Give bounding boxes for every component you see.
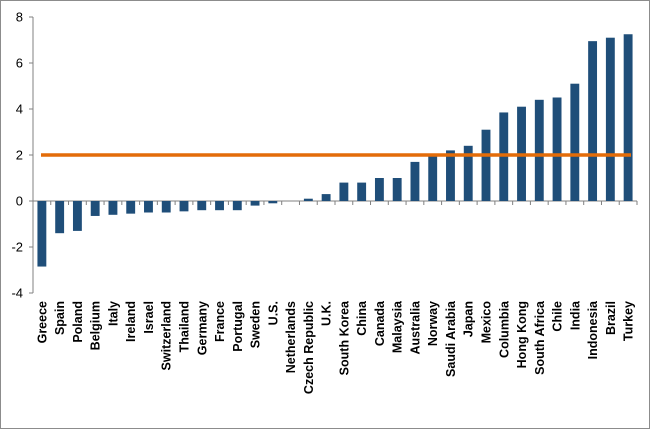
bar-turkey (623, 34, 633, 201)
category-label: Saudi Arabia (444, 300, 458, 377)
bar-spain (55, 201, 65, 234)
bar-canada (374, 178, 384, 201)
bar-south-africa (534, 99, 544, 201)
bar-chile (552, 97, 562, 201)
category-label: India (568, 300, 582, 330)
bar-australia (410, 161, 420, 201)
y-tick-label: -4 (11, 286, 23, 301)
y-tick-label: 8 (16, 10, 23, 25)
y-tick-label: 6 (16, 56, 23, 71)
bar-u-k- (321, 194, 331, 201)
category-label: Columbia (497, 300, 511, 358)
category-label: Sweden (249, 301, 263, 348)
bar-sweden (250, 201, 260, 206)
category-label: Chile (551, 301, 565, 332)
bar-saudi-arabia (446, 150, 455, 201)
category-label: Portugal (231, 301, 245, 352)
bar-indonesia (588, 41, 598, 202)
bar-thailand (179, 201, 189, 212)
bar-malaysia (392, 178, 402, 201)
category-label: Japan (462, 301, 476, 337)
bar-china (357, 182, 367, 201)
bar-portugal (232, 201, 242, 211)
bar-poland (72, 201, 82, 231)
bar-south-korea (339, 182, 349, 201)
bar-mexico (481, 129, 491, 201)
y-tick-label: 2 (16, 148, 23, 163)
bar-switzerland (161, 201, 171, 213)
category-label: Netherlands (284, 301, 298, 373)
category-label: Germany (195, 301, 209, 355)
bar-india (570, 83, 580, 201)
category-label: South Korea (337, 300, 351, 375)
category-label: Spain (53, 301, 67, 335)
bar-czech-republic (303, 198, 313, 201)
category-label: Hong Kong (515, 301, 529, 368)
category-label: Turkey (622, 301, 636, 341)
category-label: Poland (71, 301, 85, 343)
bar-series (37, 34, 633, 267)
bar-u-s- (268, 201, 278, 204)
category-label: U.S. (266, 301, 280, 325)
category-label: U.K. (320, 301, 334, 326)
bar-brazil (605, 37, 615, 202)
category-label: Ireland (124, 301, 138, 342)
category-label: France (213, 301, 227, 342)
category-label: Switzerland (160, 301, 174, 370)
bar-norway (428, 155, 438, 201)
bar-greece (37, 201, 47, 267)
category-label: China (355, 300, 369, 336)
category-label: Canada (373, 300, 387, 346)
bar-israel (144, 201, 153, 213)
category-label: Brazil (604, 301, 618, 335)
bar-ireland (126, 201, 136, 214)
category-label: Indonesia (586, 300, 600, 359)
category-label: Czech Republic (302, 301, 316, 394)
category-label: Greece (35, 301, 49, 343)
bar-germany (197, 201, 207, 211)
y-tick-label: 0 (16, 194, 23, 209)
y-tick-label: -2 (11, 240, 23, 255)
y-tick-label: 4 (16, 102, 23, 117)
category-label: Belgium (89, 301, 103, 350)
category-label: Israel (142, 301, 156, 334)
bar-japan (463, 145, 473, 201)
bar-france (215, 201, 224, 211)
category-labels: Greece Spain Poland Belgium Italy Ireland Isra… (35, 300, 635, 394)
category-label: Mexico (480, 301, 494, 344)
category-label: Malaysia (391, 300, 405, 353)
bar-belgium (90, 201, 100, 216)
category-label: Italy (106, 301, 120, 326)
category-label: Norway (426, 301, 440, 346)
bar-italy (108, 201, 118, 215)
category-label: Australia (408, 300, 422, 355)
category-label: Thailand (178, 301, 192, 352)
category-label: South Africa (533, 300, 547, 375)
